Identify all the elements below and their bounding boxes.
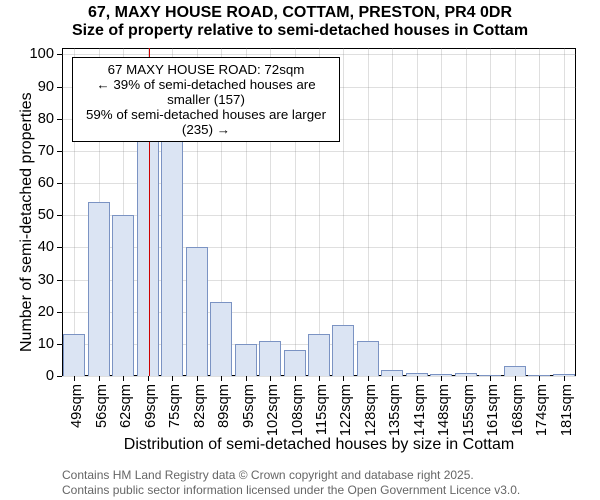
xtick-mark (343, 376, 344, 381)
xtick-mark (221, 376, 222, 381)
histogram-bar (308, 334, 330, 376)
histogram-bar (479, 375, 501, 376)
xtick-label: 49sqm (69, 384, 85, 428)
xtick-label: 155sqm (461, 384, 477, 436)
ytick-label: 90 (38, 79, 62, 95)
x-axis-label: Distribution of semi-detached houses by … (62, 436, 576, 454)
xtick-mark (319, 376, 320, 381)
gridline-v (441, 48, 442, 376)
ytick-label: 30 (38, 272, 62, 288)
ytick-label: 100 (30, 46, 62, 62)
gridline-v (515, 48, 516, 376)
ytick-label: 10 (38, 336, 62, 352)
gridline-v (392, 48, 393, 376)
histogram-bar (504, 366, 526, 376)
xtick-label: 56sqm (94, 384, 110, 428)
xtick-mark (99, 376, 100, 381)
xtick-mark (441, 376, 442, 381)
annotation-box: 67 MAXY HOUSE ROAD: 72sqm ← 39% of semi-… (72, 57, 340, 142)
xtick-mark (417, 376, 418, 381)
histogram-bar (553, 374, 575, 376)
xtick-mark (270, 376, 271, 381)
gridline-v (368, 48, 369, 376)
gridline-v (490, 48, 491, 376)
y-axis-label: Number of semi-detached properties (18, 92, 36, 352)
ytick-label: 50 (38, 207, 62, 223)
xtick-mark (392, 376, 393, 381)
xtick-label: 161sqm (485, 384, 501, 436)
histogram-bar (430, 374, 452, 376)
annotation-line-0: 67 MAXY HOUSE ROAD: 72sqm (79, 62, 333, 77)
xtick-label: 82sqm (192, 384, 208, 428)
ytick-label: 0 (46, 368, 62, 384)
histogram-bar (332, 325, 354, 376)
histogram-bar (259, 341, 281, 376)
xtick-mark (539, 376, 540, 381)
footer-attribution: Contains HM Land Registry data © Crown c… (62, 468, 520, 498)
ytick-label: 20 (38, 304, 62, 320)
xtick-label: 95sqm (241, 384, 257, 428)
gridline-v (564, 48, 565, 376)
histogram-bar (381, 370, 403, 376)
xtick-label: 128sqm (363, 384, 379, 436)
xtick-label: 108sqm (290, 384, 306, 436)
histogram-bar (63, 334, 85, 376)
histogram-bar (137, 125, 159, 376)
xtick-label: 122sqm (338, 384, 354, 436)
xtick-label: 75sqm (167, 384, 183, 428)
xtick-label: 181sqm (559, 384, 575, 436)
histogram-bar (210, 302, 232, 376)
xtick-label: 102sqm (265, 384, 281, 436)
histogram-bar (112, 215, 134, 376)
xtick-label: 168sqm (510, 384, 526, 436)
histogram-bar (186, 247, 208, 376)
histogram-bar (235, 344, 257, 376)
gridline-v (466, 48, 467, 376)
annotation-line-1: ← 39% of semi-detached houses are smalle… (79, 77, 333, 107)
gridline-v (539, 48, 540, 376)
xtick-mark (197, 376, 198, 381)
xtick-label: 174sqm (534, 384, 550, 436)
xtick-mark (564, 376, 565, 381)
histogram-bar (284, 350, 306, 376)
xtick-mark (490, 376, 491, 381)
xtick-mark (172, 376, 173, 381)
xtick-label: 69sqm (143, 384, 159, 428)
xtick-label: 89sqm (216, 384, 232, 428)
ytick-label: 80 (38, 111, 62, 127)
histogram-bar (88, 202, 110, 376)
histogram-bar (528, 375, 550, 376)
chart-title-line2: Size of property relative to semi-detach… (0, 22, 600, 40)
ytick-label: 60 (38, 175, 62, 191)
annotation-line-2: 59% of semi-detached houses are larger (… (79, 107, 333, 137)
xtick-mark (148, 376, 149, 381)
xtick-mark (123, 376, 124, 381)
xtick-mark (368, 376, 369, 381)
histogram-bar (161, 122, 183, 376)
xtick-label: 115sqm (314, 384, 330, 435)
xtick-mark (515, 376, 516, 381)
xtick-mark (295, 376, 296, 381)
histogram-bar (357, 341, 379, 376)
xtick-label: 62sqm (118, 384, 134, 428)
xtick-label: 135sqm (387, 384, 403, 436)
xtick-mark (246, 376, 247, 381)
chart-title-line1: 67, MAXY HOUSE ROAD, COTTAM, PRESTON, PR… (0, 4, 600, 22)
footer-line-0: Contains HM Land Registry data © Crown c… (62, 468, 520, 483)
xtick-label: 141sqm (412, 384, 428, 436)
ytick-label: 40 (38, 239, 62, 255)
xtick-label: 148sqm (436, 384, 452, 436)
ytick-label: 70 (38, 143, 62, 159)
gridline-v (417, 48, 418, 376)
xtick-mark (466, 376, 467, 381)
xtick-mark (74, 376, 75, 381)
histogram-bar (455, 373, 477, 376)
histogram-bar (406, 373, 428, 376)
footer-line-1: Contains public sector information licen… (62, 483, 520, 498)
